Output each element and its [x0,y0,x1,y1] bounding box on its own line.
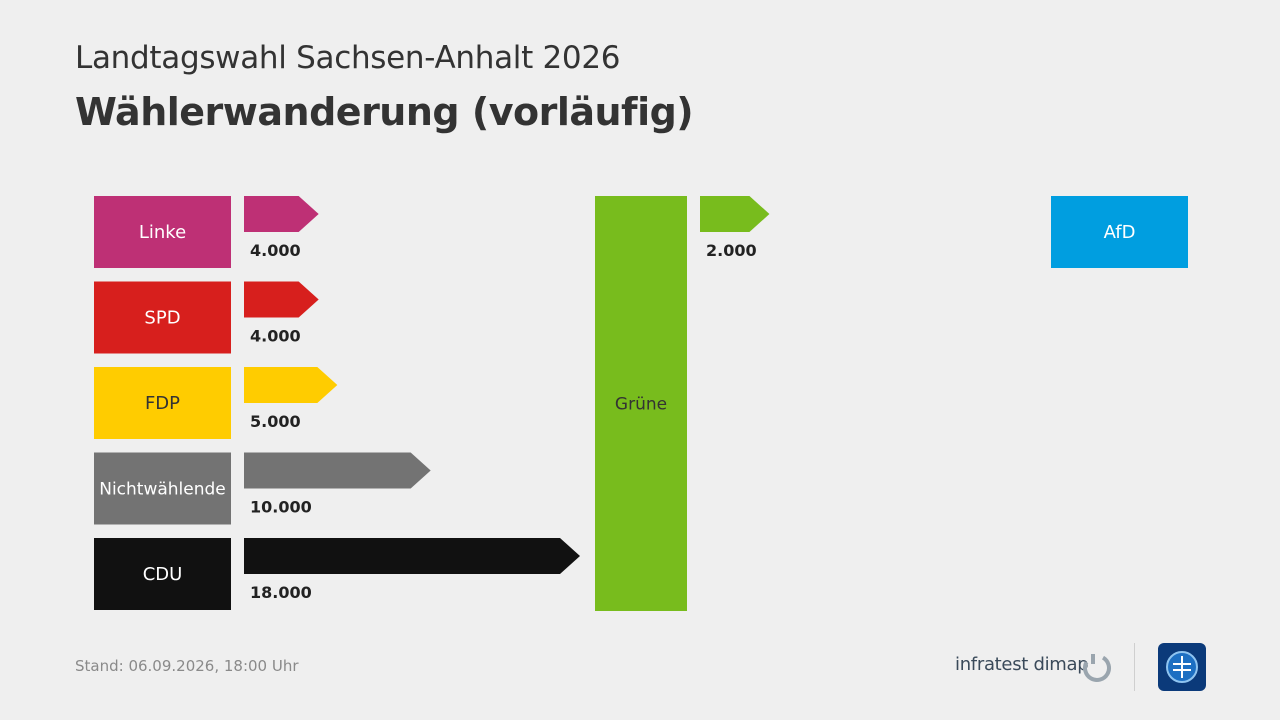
chart-subtitle: Landtagswahl Sachsen-Anhalt 2026 [75,40,621,76]
timestamp-text: Stand: 06.09.2026, 18:00 Uhr [75,657,299,675]
party-label-fdp: FDP [145,393,180,414]
party-box-linke [94,196,231,268]
flow-arrow-linke [244,196,319,232]
flow-arrow-spd [244,281,319,318]
party-box-nichtwahlende [94,452,231,525]
flow-value-cdu: 18.000 [250,583,312,602]
flow-value-spd: 4.000 [250,327,301,346]
target-label-grune: Grüne [615,395,667,415]
tagesschau-logo-icon [1158,643,1206,691]
flow-arrow-cdu [244,538,580,574]
flow-arrow-fdp [244,367,338,403]
flow-arrow-nichtwahlende [244,452,431,489]
outflow-value-afd: 2.000 [706,241,757,260]
party-label-nichtwahlende: Nichtwählende [99,480,226,500]
flow-value-nichtwahlende: 10.000 [250,498,312,517]
infratest-dimap-logo-icon [1083,654,1111,682]
party-label-cdu: CDU [143,564,183,585]
outflow-arrow-afd [700,196,770,232]
chart-title: Wählerwanderung (vorläufig) [75,90,694,134]
provider-name: infratest dimap [955,654,1089,675]
party-label-spd: SPD [144,308,180,329]
target-bar-grune [595,196,687,611]
footer-divider [1134,643,1135,691]
party-box-afd [1051,196,1188,268]
party-label-afd: AfD [1104,222,1136,243]
flow-value-fdp: 5.000 [250,412,301,431]
party-label-linke: Linke [139,222,186,243]
flow-value-linke: 4.000 [250,241,301,260]
party-box-fdp [94,367,231,439]
voter-flow-chart: Grüne Linke 4.000 SPD 4.000 FDP 5.000 Nichtwähl… [94,196,1188,611]
party-box-cdu [94,538,231,610]
party-box-spd [94,281,231,354]
